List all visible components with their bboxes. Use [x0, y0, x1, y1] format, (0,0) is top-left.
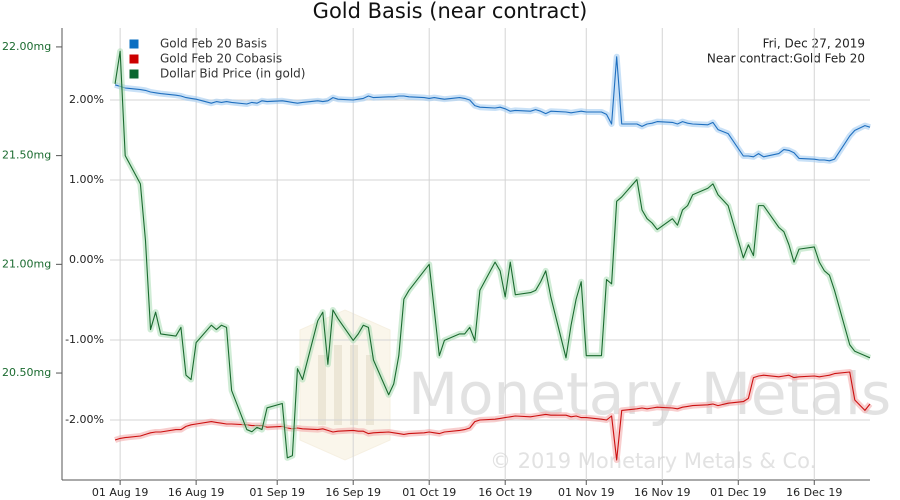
y2-tick-label: 22.00mg	[2, 40, 51, 53]
watermark-copyright: © 2019 Monetary Metals & Co.	[490, 449, 816, 473]
x-tick-label: 16 Nov 19	[634, 486, 690, 499]
x-tick-label: 16 Oct 19	[478, 486, 532, 499]
legend-swatch	[128, 38, 140, 50]
x-tick-label: 16 Dec 19	[786, 486, 842, 499]
y-tick-label: 1.00%	[69, 173, 104, 186]
y2-tick-label: 21.50mg	[2, 149, 51, 162]
legend-label: Gold Feb 20 Basis	[160, 37, 267, 51]
annotation: Near contract:Gold Feb 20	[707, 52, 865, 66]
series-line	[114, 371, 871, 461]
x-tick-label: 01 Oct 19	[402, 486, 456, 499]
y-tick-label: -1.00%	[65, 333, 104, 346]
x-tick-label: 01 Aug 19	[92, 486, 148, 499]
logo-bar	[366, 355, 374, 425]
y2-tick-label: 20.50mg	[2, 366, 51, 379]
x-tick-label: 01 Sep 19	[249, 486, 305, 499]
x-tick-label: 16 Aug 19	[168, 486, 224, 499]
legend-label: Dollar Bid Price (in gold)	[160, 67, 305, 81]
legend-label: Gold Feb 20 Cobasis	[160, 52, 282, 66]
logo-bar	[350, 345, 358, 425]
x-tick-label: 01 Nov 19	[558, 486, 614, 499]
logo-bar	[318, 355, 326, 425]
logo-hex	[299, 309, 391, 461]
legend-swatch	[128, 68, 140, 80]
x-tick-label: 01 Dec 19	[710, 486, 766, 499]
series-line	[114, 50, 871, 459]
series-line	[114, 56, 871, 162]
y-tick-label: 2.00%	[69, 93, 104, 106]
y-tick-label: -2.00%	[65, 413, 104, 426]
logo-bar	[334, 345, 342, 425]
y-tick-label: 0.00%	[69, 253, 104, 266]
legend-swatch	[128, 53, 140, 65]
chart-title: Gold Basis (near contract)	[313, 0, 588, 23]
y2-tick-label: 21.00mg	[2, 257, 51, 270]
watermark-logo	[299, 309, 391, 461]
x-tick-label: 16 Sep 19	[325, 486, 381, 499]
